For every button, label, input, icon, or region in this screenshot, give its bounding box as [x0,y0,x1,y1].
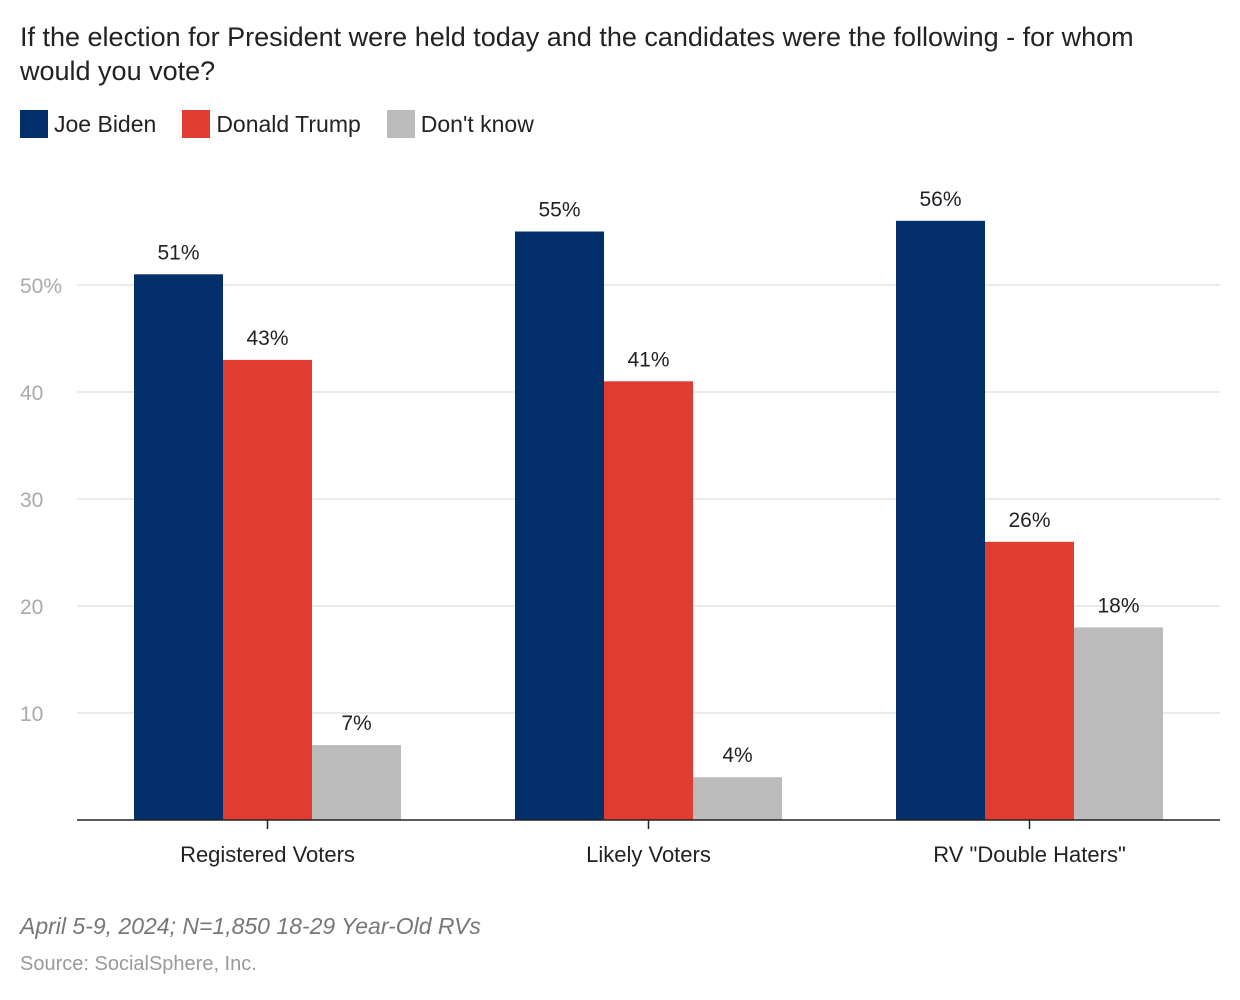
legend-label: Donald Trump [216,110,361,137]
legend-swatch [20,110,48,138]
y-tick-label: 20 [20,596,43,619]
x-tick-label: Registered Voters [180,842,355,867]
data-label: 7% [341,712,371,735]
bar [1074,627,1163,820]
y-tick-label: 40 [20,382,43,405]
bar [312,745,401,820]
data-label: 41% [627,348,669,371]
bar [693,777,782,820]
data-label: 51% [157,241,199,264]
data-label: 43% [246,327,288,350]
legend-swatch [182,110,211,138]
bar [134,274,223,820]
legend: Joe Biden Donald Trump Don't know [20,110,560,138]
chart-title: If the election for President were held … [20,22,1134,86]
bar [896,220,985,821]
data-label: 56% [919,188,961,211]
footnote: April 5-9, 2024; N=1,850 18-29 Year-Old … [20,913,481,939]
y-tick-label: 50% [20,275,62,298]
legend-item-biden: Joe Biden [20,110,156,138]
y-tick-label: 30 [20,489,43,512]
legend-item-trump: Donald Trump [182,110,361,138]
legend-label: Joe Biden [54,110,157,137]
data-label: 26% [1008,509,1050,532]
data-label: 18% [1097,594,1139,617]
legend-label: Don't know [420,110,534,137]
x-tick-label: RV "Double Haters" [933,842,1126,867]
bar [223,359,312,820]
bar [604,381,693,820]
y-tick-label: 10 [20,703,43,726]
legend-item-dont-know: Don't know [386,110,534,138]
data-label: 4% [722,744,752,767]
data-label: 55% [538,199,580,222]
bar [515,231,604,820]
source: Source: SocialSphere, Inc. [20,953,257,975]
bar [985,541,1074,820]
legend-swatch [386,110,415,138]
x-tick-label: Likely Voters [586,842,711,867]
